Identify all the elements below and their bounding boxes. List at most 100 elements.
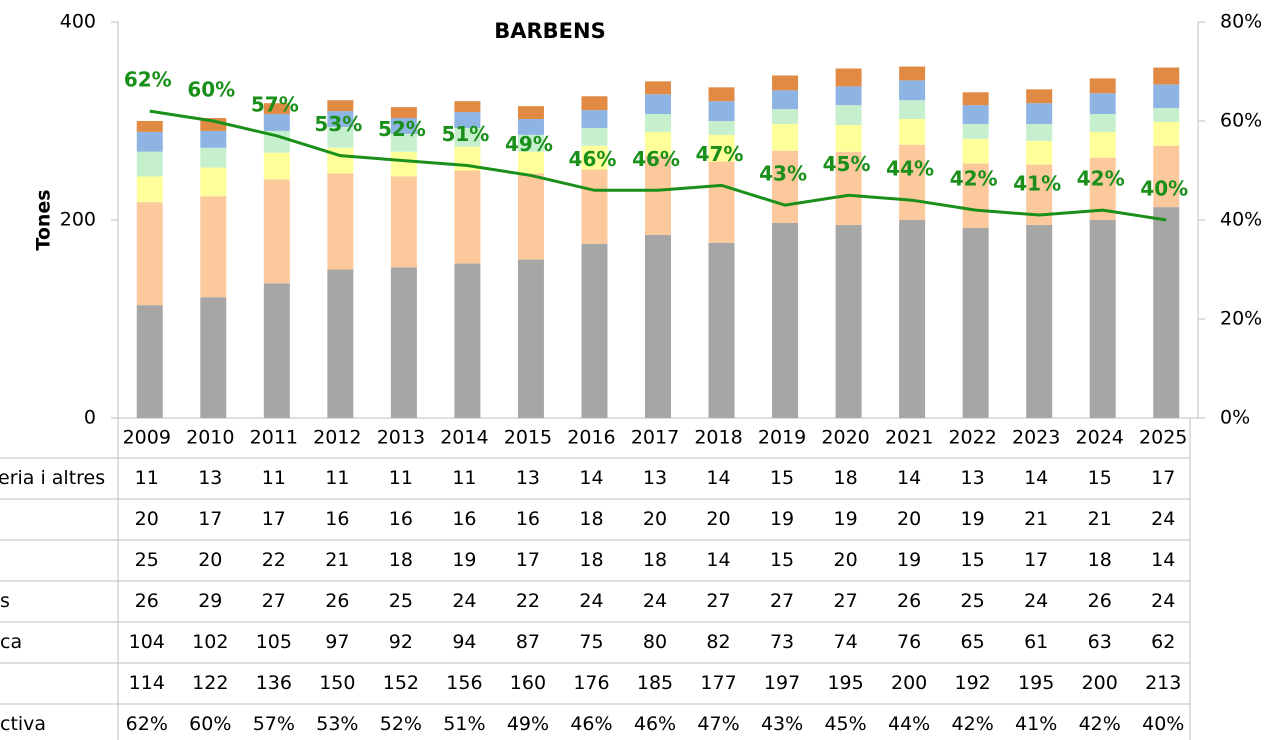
table-cell: 21 xyxy=(1024,508,1048,530)
table-cell: 177 xyxy=(700,672,736,694)
table-cell: 15 xyxy=(770,467,794,489)
table-cell: 14 xyxy=(1024,467,1048,489)
table-cell: 75 xyxy=(579,631,603,653)
bar-segment xyxy=(517,119,544,135)
bar-segment xyxy=(962,92,989,106)
table-cell: 87 xyxy=(516,631,540,653)
table-cell: 80 xyxy=(643,631,667,653)
table-cell: 17 xyxy=(198,508,222,530)
bar-segment xyxy=(390,151,417,177)
bar-segment xyxy=(835,86,862,106)
table-cell: 16 xyxy=(452,508,476,530)
table-cell: 156 xyxy=(446,672,482,694)
table-cell: 42% xyxy=(952,713,994,735)
table-cell: 15 xyxy=(770,549,794,571)
table-cell: 200 xyxy=(891,672,927,694)
bar-segment xyxy=(645,94,671,115)
bar-segment xyxy=(263,103,290,115)
table-cell: 24 xyxy=(1151,508,1175,530)
table-cell: 19 xyxy=(452,549,476,571)
bar-segment xyxy=(136,202,163,306)
data-label: 51% xyxy=(441,122,489,146)
data-label: 42% xyxy=(1077,167,1125,191)
y-tick-label: 200 xyxy=(60,209,96,231)
bar-segment xyxy=(962,163,989,228)
bar-segment xyxy=(390,118,417,134)
table-cell: 11 xyxy=(389,467,413,489)
bar-segment xyxy=(1089,131,1116,158)
data-label: 53% xyxy=(314,112,362,136)
bar-segment xyxy=(327,173,354,270)
bar-segment xyxy=(1153,121,1180,146)
table-cell: 92 xyxy=(389,631,413,653)
bar-segment xyxy=(962,138,989,164)
table-cell: 136 xyxy=(256,672,292,694)
table-cell: 20 xyxy=(897,508,921,530)
bar-segment xyxy=(581,243,608,418)
table-cell: 19 xyxy=(833,508,857,530)
bar-segment xyxy=(835,124,862,152)
bar-segment xyxy=(136,121,163,132)
table-cell: 17 xyxy=(1151,467,1175,489)
bar-segment xyxy=(136,176,163,203)
table-cell: 15 xyxy=(961,549,985,571)
table-cell: 150 xyxy=(319,672,355,694)
x-tick-label: 2010 xyxy=(186,427,234,449)
bar-segment xyxy=(899,66,926,81)
bar-segment xyxy=(581,169,608,244)
bar-segment xyxy=(581,96,608,111)
table-cell: 14 xyxy=(579,467,603,489)
table-cell: 51% xyxy=(443,713,485,735)
bar-segment xyxy=(200,196,227,298)
bar-segment xyxy=(200,130,227,148)
bar-segment xyxy=(708,101,735,121)
table-cell: 74 xyxy=(833,631,857,653)
bar-segment xyxy=(1026,123,1053,141)
table-cell: 52% xyxy=(380,713,422,735)
data-label: 44% xyxy=(886,157,934,181)
y2-tick-label: 60% xyxy=(1220,110,1262,132)
table-cell: 14 xyxy=(897,467,921,489)
bar-segment xyxy=(517,134,544,152)
table-cell: 20 xyxy=(833,549,857,571)
x-tick-label: 2012 xyxy=(313,427,361,449)
table-cell: 60% xyxy=(189,713,231,735)
table-cell: 18 xyxy=(579,508,603,530)
table-row-label: ctiva xyxy=(0,713,46,735)
table-cell: 20 xyxy=(706,508,730,530)
table-cell: 14 xyxy=(706,549,730,571)
y2-tick-label: 40% xyxy=(1220,209,1262,231)
x-tick-label: 2015 xyxy=(504,427,552,449)
table-cell: 24 xyxy=(643,590,667,612)
table-cell: 62% xyxy=(126,713,168,735)
bar-segment xyxy=(327,111,354,127)
table-cell: 14 xyxy=(1151,549,1175,571)
bar-segment xyxy=(772,90,799,110)
x-tick-label: 2023 xyxy=(1012,427,1060,449)
y-tick-label: 0 xyxy=(84,407,96,429)
table-cell: 122 xyxy=(192,672,228,694)
bar-segment xyxy=(390,107,417,119)
bar-segment xyxy=(645,131,671,156)
table-cell: 18 xyxy=(833,467,857,489)
table-cell: 192 xyxy=(955,672,991,694)
bar-segment xyxy=(962,227,989,418)
bar-segment xyxy=(899,220,926,418)
y-axis-label: Tones xyxy=(33,189,55,250)
bar-segment xyxy=(1026,89,1053,104)
table-cell: 61 xyxy=(1024,631,1048,653)
table-row-label: eria i altres xyxy=(0,467,105,489)
bar-segment xyxy=(136,305,163,418)
table-cell: 176 xyxy=(573,672,609,694)
data-label: 49% xyxy=(505,132,553,156)
table-cell: 27 xyxy=(262,590,286,612)
bar-segment xyxy=(1089,220,1116,418)
bar-segment xyxy=(454,112,481,128)
x-tick-label: 2017 xyxy=(631,427,679,449)
bar-segment xyxy=(200,167,227,197)
table-row-label: ca xyxy=(0,631,22,653)
x-tick-label: 2016 xyxy=(567,427,615,449)
bar-segment xyxy=(581,127,608,146)
bar-segment xyxy=(263,179,290,284)
y2-tick-label: 0% xyxy=(1220,407,1250,429)
